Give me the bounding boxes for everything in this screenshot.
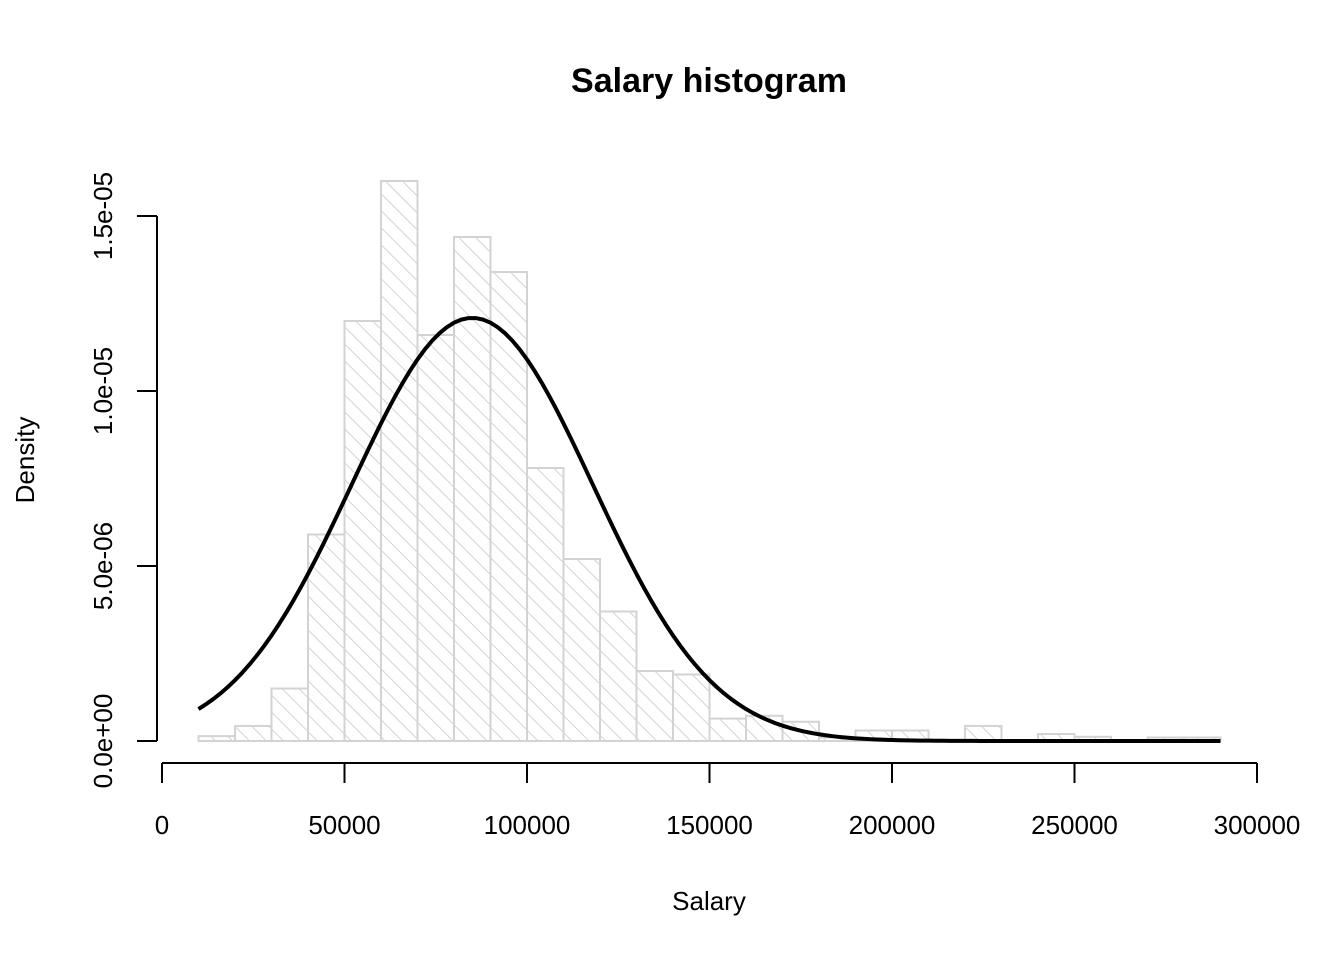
y-axis-ticks: 0.0e+00 5.0e-06 1.0e-05 1.5e-05 <box>88 172 157 788</box>
histogram-bar-5 <box>343 320 382 742</box>
histogram-bars <box>197 180 1222 743</box>
x-tick-label-4: 150000 <box>666 810 753 840</box>
histogram-bar-6 <box>380 180 419 742</box>
histogram-bar-12 <box>599 610 638 742</box>
histogram-bar-4 <box>307 533 346 742</box>
histogram-bar-11 <box>562 558 601 742</box>
y-tick-label-4: 1.5e-05 <box>88 172 118 260</box>
x-tick-label-7: 300000 <box>1214 810 1301 840</box>
x-tick-label-3: 100000 <box>484 810 571 840</box>
histogram-bar-3 <box>270 687 309 742</box>
histogram-bar-13 <box>635 670 674 742</box>
x-tick-label-1: 0 <box>155 810 169 840</box>
histogram-bar-14 <box>672 673 711 742</box>
x-axis-ticks: 0 50000 100000 150000 200000 250000 300000 <box>155 763 1301 840</box>
y-axis-label: Density <box>10 417 40 504</box>
y-tick-label-2: 5.0e-06 <box>88 522 118 610</box>
density-curve <box>197 316 1221 743</box>
histogram-bar-1 <box>197 735 236 742</box>
histogram-bar-7 <box>416 334 455 742</box>
y-tick-label-1: 0.0e+00 <box>88 694 118 789</box>
histogram-bar-9 <box>489 271 528 742</box>
chart-title: Salary histogram <box>571 62 847 100</box>
y-tick-label-3: 1.0e-05 <box>88 347 118 435</box>
histogram-bar-15 <box>708 717 747 742</box>
histogram-bar-8 <box>453 236 492 742</box>
x-tick-label-6: 250000 <box>1031 810 1118 840</box>
x-tick-label-5: 200000 <box>849 810 936 840</box>
x-axis-label: Salary <box>672 886 746 916</box>
histogram-bar-22 <box>964 724 1003 743</box>
histogram-bar-10 <box>526 467 565 742</box>
histogram-bar-2 <box>234 724 273 743</box>
x-tick-label-2: 50000 <box>308 810 380 840</box>
